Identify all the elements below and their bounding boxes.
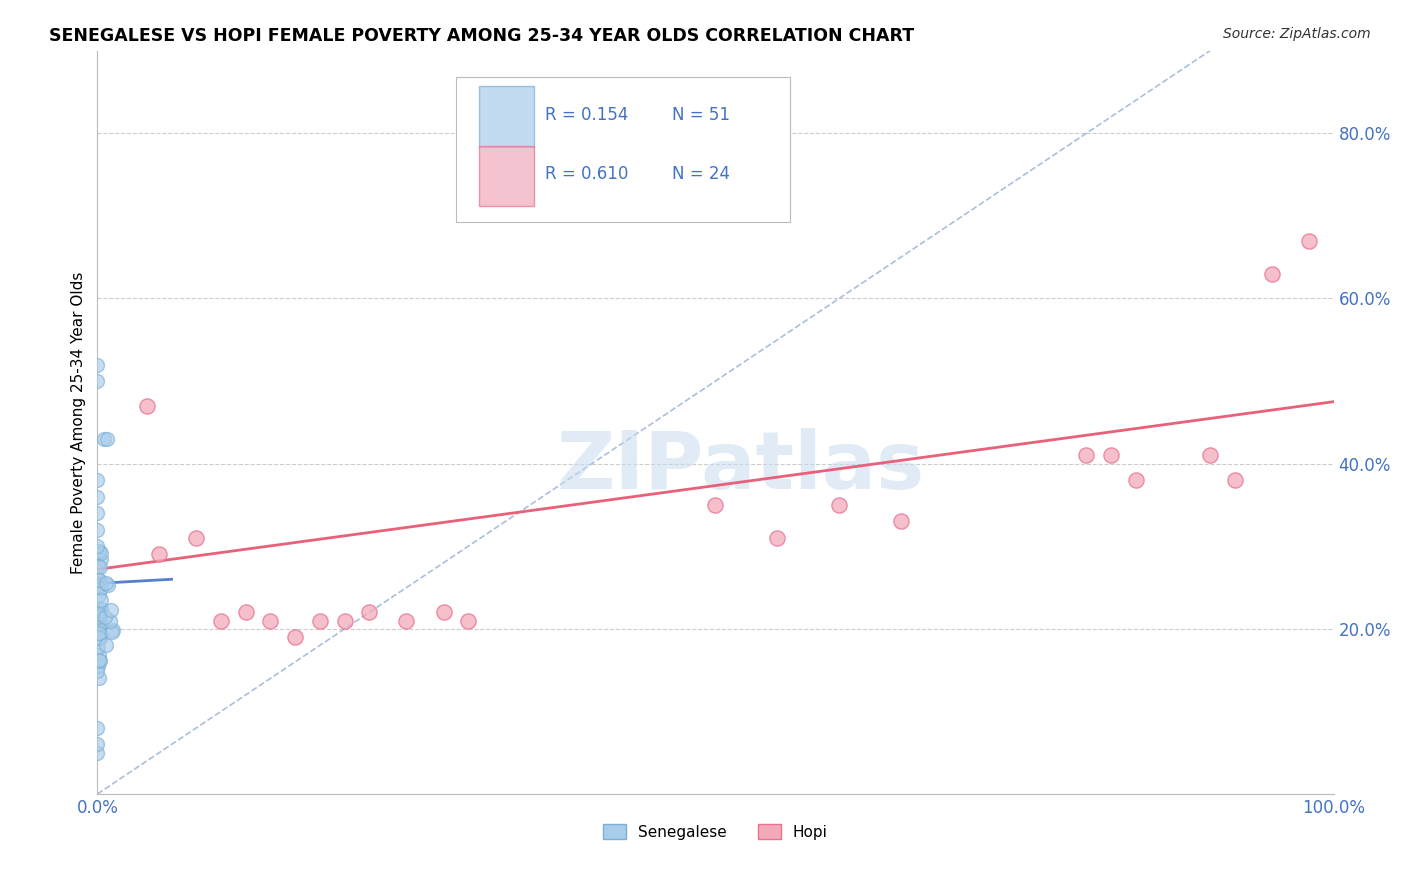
Text: R = 0.610: R = 0.610 xyxy=(546,165,628,184)
Point xyxy=(86,623,108,637)
Point xyxy=(87,653,110,667)
Point xyxy=(93,432,115,446)
Point xyxy=(309,614,332,628)
Point xyxy=(87,610,110,624)
Point xyxy=(86,490,108,504)
Point xyxy=(432,605,454,619)
FancyBboxPatch shape xyxy=(456,77,790,221)
Point xyxy=(87,607,110,622)
Point xyxy=(333,614,356,628)
Point xyxy=(86,539,108,553)
Point xyxy=(89,648,111,662)
Point xyxy=(86,615,108,630)
Point xyxy=(89,611,111,625)
Point xyxy=(87,631,110,645)
Point xyxy=(89,602,111,616)
Point xyxy=(87,576,110,591)
Point xyxy=(96,432,118,446)
Point xyxy=(704,498,727,512)
Point xyxy=(89,560,111,574)
Point xyxy=(90,593,112,607)
Point xyxy=(86,738,108,752)
Text: N = 24: N = 24 xyxy=(672,165,730,184)
Point xyxy=(86,665,108,679)
Point xyxy=(89,631,111,645)
Point xyxy=(86,506,108,520)
Text: N = 51: N = 51 xyxy=(672,105,730,124)
Point xyxy=(828,498,851,512)
Point xyxy=(1125,473,1147,487)
Point xyxy=(186,531,208,545)
Point xyxy=(89,616,111,631)
Point xyxy=(87,615,110,629)
Point xyxy=(94,639,117,653)
Point xyxy=(86,523,108,537)
Point xyxy=(90,581,112,595)
Point xyxy=(766,531,789,545)
Point xyxy=(209,614,232,628)
Point xyxy=(89,609,111,624)
Point xyxy=(86,721,108,735)
Point xyxy=(94,610,117,624)
Point xyxy=(89,574,111,588)
Point xyxy=(89,544,111,558)
Point xyxy=(457,614,479,628)
Point xyxy=(1076,449,1098,463)
Point xyxy=(103,623,125,637)
Point xyxy=(86,473,108,487)
Text: ZIPatlas: ZIPatlas xyxy=(557,428,924,506)
Point xyxy=(87,577,110,591)
FancyBboxPatch shape xyxy=(479,146,534,206)
Point xyxy=(100,603,122,617)
Text: Source: ZipAtlas.com: Source: ZipAtlas.com xyxy=(1223,27,1371,41)
Point xyxy=(87,671,110,685)
Point xyxy=(90,602,112,616)
Point xyxy=(87,640,110,655)
Point xyxy=(1298,234,1320,248)
FancyBboxPatch shape xyxy=(479,87,534,146)
Y-axis label: Female Poverty Among 25-34 Year Olds: Female Poverty Among 25-34 Year Olds xyxy=(72,271,86,574)
Point xyxy=(395,614,418,628)
Point xyxy=(86,659,108,673)
Point xyxy=(1223,473,1246,487)
Point xyxy=(235,605,257,619)
Point xyxy=(89,616,111,631)
Point xyxy=(1099,449,1122,463)
Point xyxy=(89,588,111,602)
Point xyxy=(86,358,108,372)
Point xyxy=(148,548,170,562)
Point xyxy=(98,614,121,628)
Point xyxy=(86,374,108,388)
Point xyxy=(86,746,108,760)
Point xyxy=(97,578,120,592)
Point xyxy=(259,614,281,628)
Point xyxy=(359,605,381,619)
Text: SENEGALESE VS HOPI FEMALE POVERTY AMONG 25-34 YEAR OLDS CORRELATION CHART: SENEGALESE VS HOPI FEMALE POVERTY AMONG … xyxy=(49,27,914,45)
Point xyxy=(101,625,124,640)
Point xyxy=(96,576,118,591)
Point xyxy=(1199,449,1222,463)
Point xyxy=(890,515,912,529)
Point xyxy=(135,399,157,413)
Point xyxy=(87,545,110,559)
Legend: Senegalese, Hopi: Senegalese, Hopi xyxy=(598,818,834,846)
Point xyxy=(87,579,110,593)
Point xyxy=(90,551,112,566)
Text: R = 0.154: R = 0.154 xyxy=(546,105,628,124)
Point xyxy=(284,630,307,644)
Point xyxy=(87,559,110,574)
Point xyxy=(87,626,110,640)
Point xyxy=(1261,267,1284,281)
Point xyxy=(90,547,112,561)
Point xyxy=(89,574,111,588)
Point xyxy=(89,654,111,668)
